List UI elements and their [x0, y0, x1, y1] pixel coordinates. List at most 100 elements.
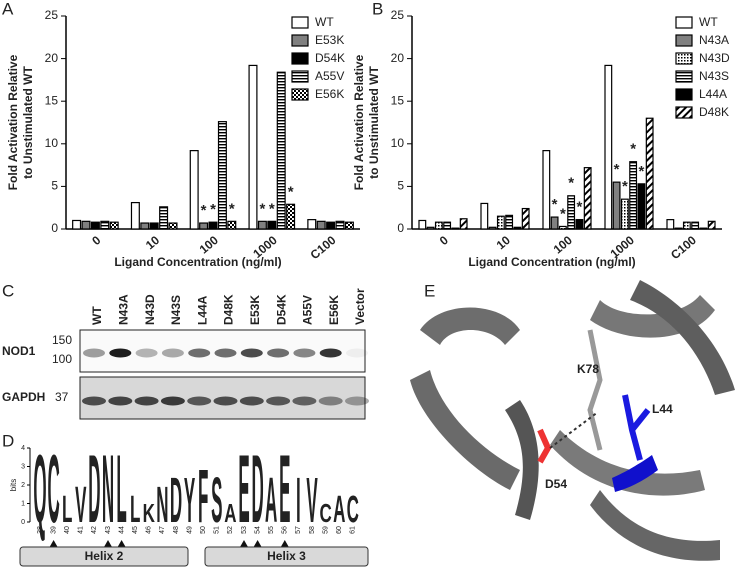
logo-letter: Y — [184, 465, 195, 536]
position-label: 46 — [146, 526, 153, 534]
bar — [168, 222, 178, 230]
bar — [307, 219, 317, 230]
blot-band — [83, 348, 105, 358]
bar — [149, 222, 159, 230]
position-label: 45 — [132, 526, 139, 534]
legend-label: N43S — [699, 69, 729, 83]
bar — [645, 117, 654, 230]
blot-band — [318, 396, 343, 406]
blot-band — [188, 348, 211, 358]
logo-letter: C — [47, 434, 59, 543]
bar — [316, 220, 326, 230]
legend-label: WT — [699, 15, 718, 29]
position-label: 55 — [268, 526, 275, 534]
structure-render — [410, 280, 735, 561]
bar — [459, 218, 468, 230]
marker-label: 150 — [52, 333, 72, 347]
bar — [189, 150, 199, 230]
logo-letter: E — [279, 434, 290, 543]
bar — [505, 214, 514, 230]
bar — [674, 227, 683, 230]
helix-box — [204, 546, 369, 567]
position-label: 52 — [227, 526, 234, 534]
value-label: * — [630, 141, 636, 158]
bar — [276, 71, 286, 230]
legend-label: A55V — [315, 69, 344, 83]
legend-swatch — [291, 88, 309, 101]
legend-swatch — [675, 34, 693, 47]
bar — [140, 222, 150, 230]
bar — [90, 221, 100, 230]
logo-letter: D — [88, 434, 100, 543]
legend-label: WT — [315, 15, 334, 29]
y-tick-label: 15 — [45, 93, 59, 107]
value-label: * — [622, 178, 628, 195]
x-tick-label: 10 — [494, 233, 513, 253]
bar — [550, 216, 559, 230]
value-label: * — [229, 200, 235, 217]
bar — [513, 226, 522, 230]
bar — [335, 220, 345, 230]
y-tick-label: 10 — [391, 136, 405, 150]
bar — [583, 167, 592, 230]
position-label: 41 — [78, 526, 85, 534]
position-label: 48 — [173, 526, 180, 534]
legend-swatch — [675, 88, 693, 101]
position-label: 51 — [214, 526, 221, 534]
legend-label: D48K — [699, 105, 729, 119]
blot-band — [82, 396, 106, 406]
blot-band — [214, 348, 237, 358]
blot-band — [134, 396, 159, 406]
helix-label: Helix 3 — [267, 549, 306, 563]
blot-band — [267, 348, 290, 358]
legend-swatch — [675, 16, 693, 29]
x-axis-title: Ligand Concentration (ng/ml) — [114, 255, 281, 269]
blot-band — [266, 396, 291, 406]
row-label: GAPDH — [2, 390, 45, 404]
logo-letter: A — [333, 488, 345, 531]
bar — [480, 202, 489, 230]
value-label: * — [288, 183, 294, 200]
y-tick-label: 25 — [391, 8, 405, 22]
y-tick-label: 0 — [21, 519, 25, 526]
value-label: * — [576, 199, 582, 216]
blot-band — [345, 396, 369, 406]
logo-letter: A — [224, 498, 237, 527]
value-label: * — [259, 200, 265, 217]
blot-band — [213, 396, 238, 406]
position-label: 53 — [241, 526, 248, 534]
bar — [72, 219, 82, 230]
logo-letter: N — [102, 434, 114, 543]
blot-band — [293, 348, 316, 358]
marker-triangle — [240, 540, 248, 547]
residue-label: K78 — [577, 362, 599, 376]
blot-band — [239, 396, 264, 406]
legend-swatch — [291, 70, 309, 83]
x-tick-label: C100 — [308, 233, 339, 262]
y-tick-label: 0 — [51, 221, 58, 235]
position-label: 60 — [336, 526, 343, 534]
y-axis-title: Fold Activation Relative — [352, 54, 366, 190]
lane-label: A55V — [301, 295, 315, 325]
lane-label: N43D — [143, 294, 157, 325]
position-label: 39 — [50, 526, 57, 534]
position-label: 61 — [350, 526, 357, 534]
x-tick-label: 10 — [143, 233, 162, 253]
logo-letter: I — [296, 465, 301, 536]
value-label: * — [614, 161, 620, 178]
bar — [521, 207, 530, 230]
blot-band — [161, 348, 184, 358]
bar — [443, 221, 452, 230]
logo-letter: A — [265, 465, 277, 536]
y-axis-title: bits — [9, 479, 18, 491]
bar — [637, 183, 646, 230]
panel-label: E — [424, 281, 435, 300]
panel-label: C — [2, 281, 14, 300]
position-label: 49 — [186, 526, 193, 534]
marker-triangle — [104, 540, 112, 547]
legend-label: E56K — [315, 87, 344, 101]
bar — [418, 219, 427, 230]
position-label: 54 — [254, 526, 261, 534]
lane-label: WT — [90, 306, 104, 325]
lane-label: N43S — [169, 295, 183, 325]
